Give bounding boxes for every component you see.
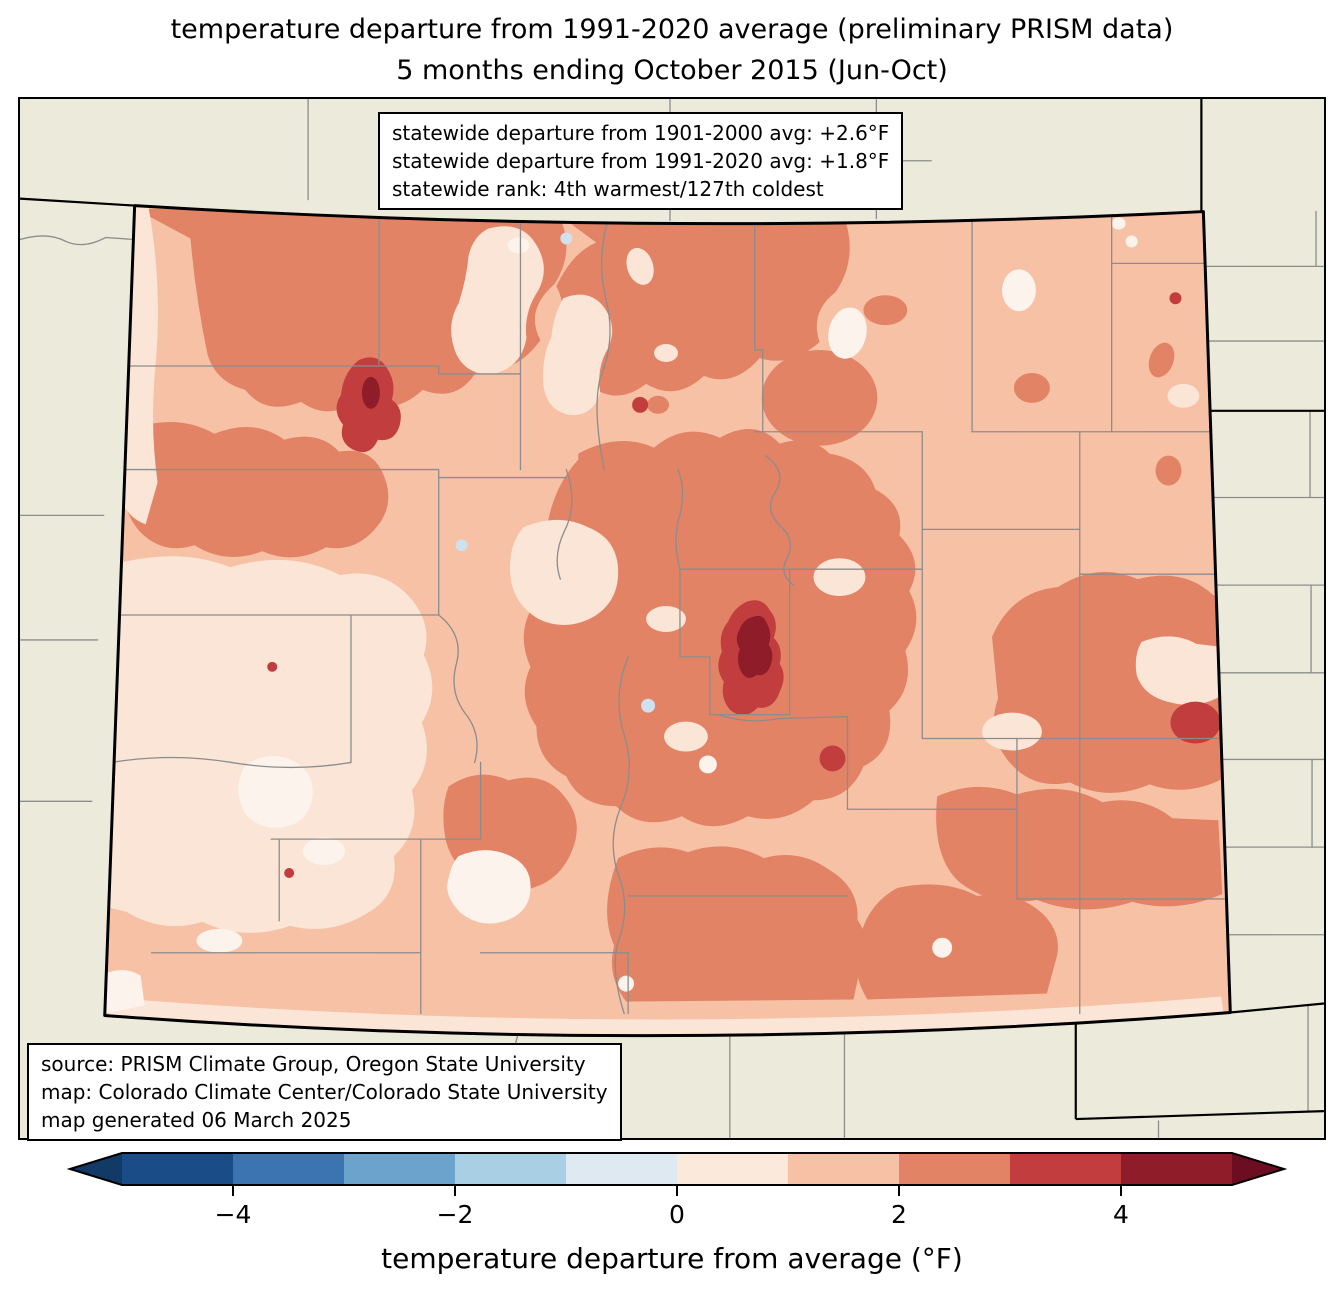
colorbar-axis-label: temperature departure from average (°F) [381, 1242, 963, 1275]
colorbar-tick-label: 4 [1113, 1200, 1129, 1229]
stats-line-1991-2020: statewide departure from 1991-2020 avg: … [392, 149, 890, 173]
generated-date-line: map generated 06 March 2025 [41, 1108, 352, 1132]
colorbar [66, 1152, 1288, 1196]
colorbar-tick-label: −4 [214, 1200, 252, 1229]
stats-line-rank: statewide rank: 4th warmest/127th coldes… [392, 177, 824, 201]
statewide-stats-box: statewide departure from 1901-2000 avg: … [378, 112, 904, 210]
band-4-5F [361, 213, 773, 678]
figure-title-line1: temperature departure from 1991-2020 ave… [170, 14, 1174, 45]
colorbar-body [66, 1152, 1288, 1196]
neighbor-state-borders [20, 99, 1324, 1121]
colorbar-tick-label: −2 [436, 1200, 474, 1229]
map-axes-frame [18, 97, 1326, 1140]
map-credit-line: map: Colorado Climate Center/Colorado St… [41, 1080, 608, 1104]
source-line: source: PRISM Climate Group, Oregon Stat… [41, 1052, 586, 1076]
band-neg1-0F [455, 232, 656, 713]
figure-title-line2: 5 months ending October 2015 (Jun-Oct) [396, 55, 948, 86]
colorado-county-lines [111, 213, 1230, 1015]
colorbar-tick-label: 2 [891, 1200, 907, 1229]
band-near-zero [104, 217, 1138, 1014]
colorado-state-border [103, 204, 1232, 1038]
colorado-map [20, 99, 1324, 1138]
stats-line-1901-2000: statewide departure from 1901-2000 avg: … [392, 121, 890, 145]
colorbar-tick-label: 0 [669, 1200, 685, 1229]
source-credit-box: source: PRISM Climate Group, Oregon Stat… [27, 1043, 622, 1141]
